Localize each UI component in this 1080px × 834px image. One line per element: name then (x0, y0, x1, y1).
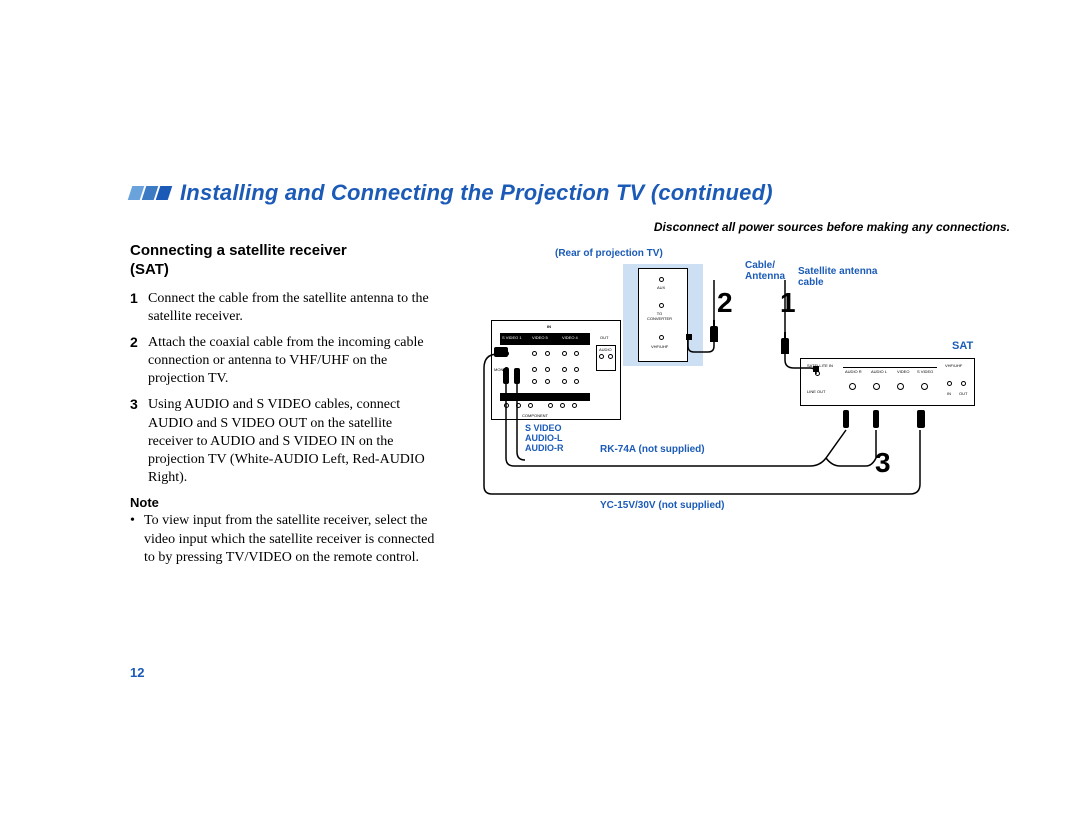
step-text: Connect the cable from the satellite ant… (148, 290, 440, 326)
title-row: Installing and Connecting the Projection… (130, 180, 1010, 206)
connection-diagram: (Rear of projection TV) 2 1 3 Cable/ Ant… (470, 242, 1000, 542)
section-heading-line1: Connecting a satellite receiver (130, 242, 347, 259)
step-number: 3 (130, 396, 148, 487)
note-text: To view input from the satellite receive… (144, 512, 440, 567)
step-number: 1 (130, 290, 148, 326)
title-marks (130, 186, 170, 200)
step-text: Using AUDIO and S VIDEO cables, connect … (148, 396, 440, 487)
bullet-icon: • (130, 512, 144, 567)
step-number: 2 (130, 334, 148, 389)
main-title: Installing and Connecting the Projection… (180, 180, 773, 206)
step-2: 2 Attach the coaxial cable from the inco… (130, 334, 440, 389)
section-heading: Connecting a satellite receiver (SAT) (130, 242, 440, 280)
page-content: Installing and Connecting the Projection… (130, 180, 1010, 567)
step-3: 3 Using AUDIO and S VIDEO cables, connec… (130, 396, 440, 487)
instructions-column: Connecting a satellite receiver (SAT) 1 … (130, 242, 440, 567)
page-number: 12 (130, 665, 144, 680)
section-heading-line2: (SAT) (130, 261, 169, 278)
diagram-column: (Rear of projection TV) 2 1 3 Cable/ Ant… (470, 242, 1000, 567)
connection-warning: Disconnect all power sources before maki… (130, 220, 1010, 234)
note-bullet: • To view input from the satellite recei… (130, 512, 440, 567)
content-row: Connecting a satellite receiver (SAT) 1 … (130, 242, 1010, 567)
step-text: Attach the coaxial cable from the incomi… (148, 334, 440, 389)
wire-2 (470, 242, 1000, 542)
step-1: 1 Connect the cable from the satellite a… (130, 290, 440, 326)
note-label: Note (130, 495, 440, 510)
title-mark-3 (156, 186, 173, 200)
